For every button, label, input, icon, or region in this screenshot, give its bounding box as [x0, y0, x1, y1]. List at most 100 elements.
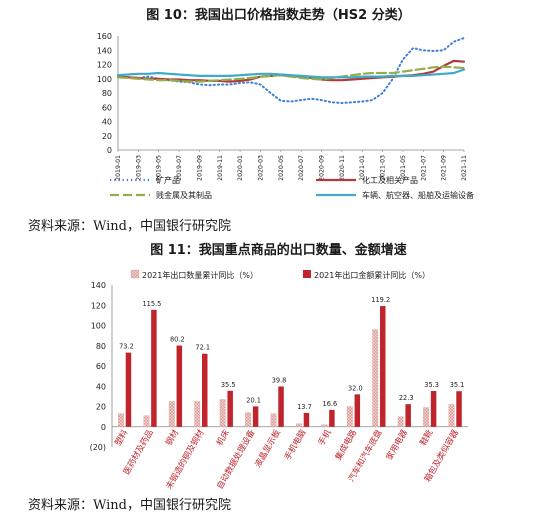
- x-tick-label: 2021-03: [380, 155, 387, 181]
- x-tick-label: 2019-01: [115, 155, 122, 181]
- x-tick-label: 2020-11: [339, 155, 346, 181]
- legend-chemical-label: 化工及相关产品: [362, 175, 418, 185]
- bar-amount: [430, 391, 437, 427]
- bar-quantity: [321, 424, 328, 427]
- y-tick-label: 40: [96, 382, 106, 391]
- data-label: 20.1: [246, 396, 261, 404]
- data-label: 35.5: [221, 381, 236, 389]
- x-tick-label: 2020-01: [237, 155, 244, 181]
- bar-amount: [227, 390, 233, 427]
- category-label: 手机电脑: [282, 428, 307, 462]
- data-label: 72.1: [195, 344, 210, 352]
- bar-amount: [176, 345, 183, 427]
- bar-amount: [202, 353, 208, 427]
- bar-amount: [456, 391, 462, 427]
- data-label: 80.2: [170, 336, 185, 344]
- bar-amount: [405, 404, 411, 427]
- bar-quantity: [219, 399, 226, 427]
- data-label: 73.2: [119, 343, 134, 351]
- legend-amount-swatch: [303, 270, 311, 278]
- chart2-source: 资料来源：Wind，中国银行研究院: [28, 498, 231, 513]
- bar-quantity: [397, 416, 404, 427]
- data-label: 35.3: [424, 381, 439, 389]
- data-label: 13.7: [297, 403, 312, 411]
- category-label: 钢材: [163, 427, 180, 447]
- bar-quantity: [168, 401, 175, 427]
- legend-mineral-label: 矿产品: [156, 175, 180, 185]
- data-label: 16.6: [323, 400, 338, 408]
- y-tick-label: 60: [102, 103, 112, 112]
- bar-amount: [278, 386, 284, 427]
- x-tick-label: 2021-11: [461, 155, 468, 181]
- category-label: 机床: [214, 427, 231, 447]
- x-tick-label: 2021-05: [400, 155, 407, 181]
- bar-amount: [354, 394, 361, 427]
- bar-quantity: [448, 404, 455, 427]
- x-tick-label: 2021-09: [441, 155, 448, 181]
- category-label: 家用电器: [384, 427, 410, 462]
- bar-quantity: [143, 415, 150, 427]
- category-label: 液晶显示板: [252, 427, 282, 469]
- y-tick-label: 0: [101, 423, 106, 432]
- bar-amount: [329, 409, 335, 427]
- chart2-title: 图 11：我国重点商品的出口数量、金额增速: [150, 243, 407, 258]
- line-vehicles-transport: [116, 68, 466, 79]
- legend-vehicle-label: 车辆、航空器、船舶及运输设备: [362, 190, 474, 200]
- data-label: 39.8: [272, 376, 287, 384]
- legend-amount-label: 2021年出口金额累计同比（%）: [314, 270, 430, 280]
- bar-amount: [252, 406, 259, 427]
- bar-quantity: [372, 329, 379, 427]
- x-tick-label: 2021-07: [420, 155, 427, 181]
- category-label: 手机: [316, 427, 333, 447]
- y-tick-label: 140: [97, 46, 112, 55]
- x-tick-label: 2020-03: [257, 155, 264, 181]
- x-tick-label: 2021-01: [359, 155, 366, 181]
- data-label: 115.5: [142, 300, 161, 308]
- x-tick-label: 2019-05: [156, 155, 163, 181]
- y-tick-label: 40: [102, 118, 112, 127]
- y-tick-label: (20): [90, 443, 106, 452]
- bar-amount: [125, 352, 132, 427]
- bar-quantity: [118, 413, 124, 427]
- y-tick-label: 60: [96, 362, 106, 371]
- bar-amount: [303, 412, 310, 427]
- legend-quantity-label: 2021年出口数量累计同比（%）: [142, 270, 258, 280]
- chart1-title: 图 10：我国出口价格指数走势（HS2 分类）: [146, 8, 411, 23]
- y-tick-label: 120: [97, 61, 112, 70]
- y-tick-label: 0: [107, 146, 112, 155]
- y-tick-label: 160: [97, 32, 112, 41]
- chart1-source: 资料来源：Wind，中国银行研究院: [28, 219, 231, 234]
- x-tick-label: 2019-03: [135, 155, 142, 181]
- y-tick-label: 80: [102, 89, 112, 98]
- x-tick-label: 2020-07: [298, 155, 305, 181]
- data-label: 32.0: [348, 384, 363, 392]
- x-tick-label: 2020-05: [278, 155, 285, 181]
- bar-amount: [151, 309, 157, 427]
- x-tick-label: 2020-09: [319, 155, 326, 181]
- y-tick-label: 100: [91, 322, 106, 331]
- bar-quantity: [296, 423, 302, 427]
- line-base-metals: [116, 65, 466, 83]
- y-tick-label: 100: [97, 75, 112, 84]
- x-tick-label: 2019-07: [176, 155, 183, 181]
- data-label: 35.1: [450, 381, 465, 389]
- y-tick-label: 120: [91, 301, 106, 310]
- category-label: 鞋靴: [418, 427, 435, 447]
- data-label: 119.2: [371, 296, 390, 304]
- category-label: 塑料: [112, 427, 129, 447]
- y-tick-label: 80: [96, 342, 106, 351]
- x-tick-label: 2019-11: [217, 155, 224, 181]
- legend-base-metal-label: 贱金属及其制品: [156, 190, 212, 200]
- bar-quantity: [245, 412, 252, 427]
- y-tick-label: 20: [102, 132, 112, 141]
- y-tick-label: 20: [96, 403, 106, 412]
- export-price-index-line-chart: 0 20 40 60 80 100 120 140 160 2019-01 2019-03 2019-…: [97, 32, 474, 200]
- bar-quantity: [194, 401, 201, 427]
- y-tick-label: 140: [91, 281, 106, 290]
- legend-quantity-swatch: [130, 269, 140, 279]
- bar-quantity: [270, 413, 277, 427]
- x-tick-label: 2019-09: [196, 155, 203, 181]
- category-label: 集成电路: [333, 427, 359, 462]
- bar-quantity: [423, 407, 430, 427]
